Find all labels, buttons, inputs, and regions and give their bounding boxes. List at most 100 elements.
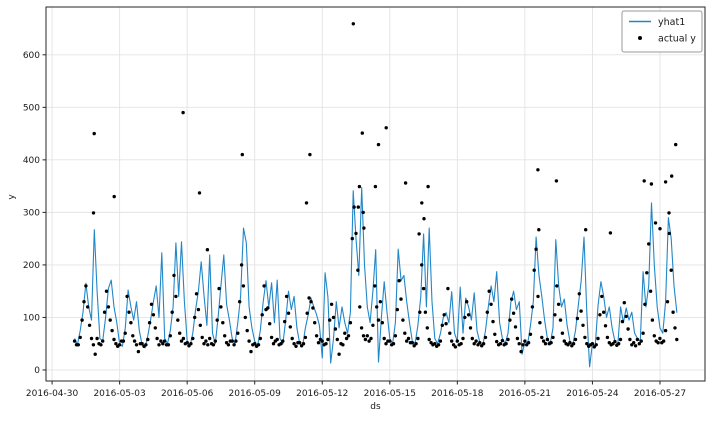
actual-y-point (176, 318, 180, 322)
actual-y-point (76, 343, 81, 347)
actual-y-point (170, 310, 174, 314)
actual-y-point (481, 342, 486, 346)
actual-y-point (215, 318, 219, 322)
actual-y-point (650, 318, 655, 322)
actual-y-point (365, 334, 369, 338)
actual-y-point (523, 339, 527, 343)
actual-y-point (380, 321, 384, 325)
actual-y-point (361, 334, 366, 338)
actual-y-outlier-point (674, 142, 678, 147)
actual-y-outlier-point (205, 248, 210, 252)
actual-y-point (185, 341, 189, 345)
actual-y-point (245, 328, 249, 333)
actual-y-point (652, 334, 656, 338)
actual-y-point (346, 334, 351, 338)
actual-y-point (268, 322, 272, 326)
actual-y-outlier-point (658, 227, 662, 231)
actual-y-point (369, 336, 373, 341)
actual-y-point (414, 342, 418, 346)
actual-y-point (337, 352, 341, 356)
actual-y-point (93, 352, 97, 356)
actual-y-outlier-point (426, 184, 430, 189)
actual-y-point (622, 301, 626, 305)
actual-y-point (253, 342, 257, 346)
actual-y-point (72, 339, 77, 343)
actual-y-outlier-point (376, 142, 381, 147)
actual-y-point (129, 321, 133, 325)
actual-y-point (298, 341, 302, 345)
actual-y-point (356, 268, 360, 272)
actual-y-point (470, 336, 474, 341)
plot-border (45, 6, 706, 382)
actual-y-point (510, 297, 514, 301)
actual-y-point (656, 341, 660, 345)
actual-y-outlier-point (584, 228, 588, 232)
actual-y-point (198, 323, 202, 327)
actual-y-point (202, 342, 206, 346)
y-tick-label: 200 (23, 261, 40, 271)
actual-y-point (665, 300, 670, 304)
actual-y-point (579, 309, 583, 313)
actual-y-point (393, 334, 398, 338)
actual-y-point (359, 326, 364, 330)
x-tick-label: 2016-05-15 (364, 389, 416, 399)
actual-y-outlier-point (91, 211, 96, 215)
actual-y-point (191, 336, 195, 341)
actual-y-point (583, 335, 587, 340)
actual-y-point (444, 322, 448, 326)
actual-y-point (159, 339, 163, 343)
actual-y-point (440, 323, 444, 327)
actual-y-point (596, 336, 600, 341)
x-tick-label: 2016-05-12 (296, 389, 348, 399)
actual-y-point (305, 311, 309, 315)
actual-y-point (551, 335, 555, 340)
actual-y-point (78, 335, 82, 340)
y-tick-label: 100 (23, 313, 40, 323)
actual-y-point (354, 231, 358, 236)
actual-y-outlier-point (197, 191, 202, 195)
actual-y-points (72, 22, 679, 356)
actual-y-point (320, 339, 324, 343)
actual-y-point (421, 286, 426, 291)
actual-y-outlier-point (361, 210, 365, 215)
actual-y-point (131, 334, 135, 338)
actual-y-point (281, 339, 285, 343)
x-tick-label: 2016-05-24 (566, 389, 619, 399)
actual-y-point (108, 318, 112, 322)
actual-y-point (410, 341, 414, 345)
actual-y-point (626, 327, 630, 331)
actual-y-point (162, 339, 167, 343)
actual-y-point (500, 338, 505, 343)
actual-y-point (206, 343, 210, 347)
actual-y-point (639, 339, 643, 343)
actual-y-point (114, 342, 118, 346)
actual-y-point (309, 300, 313, 304)
actual-y-point (134, 343, 139, 347)
x-tick-label: 2016-05-21 (499, 389, 551, 399)
actual-y-point (341, 343, 345, 347)
actual-y-point (643, 302, 647, 306)
actual-y-point (384, 342, 388, 346)
legend-label-yhat1: yhat1 (658, 17, 685, 28)
actual-y-point (590, 342, 595, 346)
actual-y-point (275, 337, 279, 342)
actual-y-point (489, 302, 493, 306)
actual-y-point (269, 335, 274, 340)
actual-y-point (262, 284, 266, 288)
actual-y-point (436, 343, 441, 347)
actual-y-point (146, 337, 150, 342)
actual-y-point (446, 286, 450, 291)
actual-y-point (294, 344, 298, 348)
actual-y-point (343, 331, 347, 335)
x-tick-label: 2016-05-27 (634, 389, 686, 399)
actual-y-point (513, 325, 518, 329)
actual-y-point (427, 337, 431, 342)
yhat1-line (74, 187, 678, 368)
actual-y-point (617, 342, 621, 346)
actual-y-point (517, 342, 521, 346)
actual-y-point (371, 323, 375, 327)
actual-y-point (301, 342, 306, 346)
x-tick-label: 2016-04-30 (26, 389, 79, 399)
actual-y-point (585, 342, 589, 346)
